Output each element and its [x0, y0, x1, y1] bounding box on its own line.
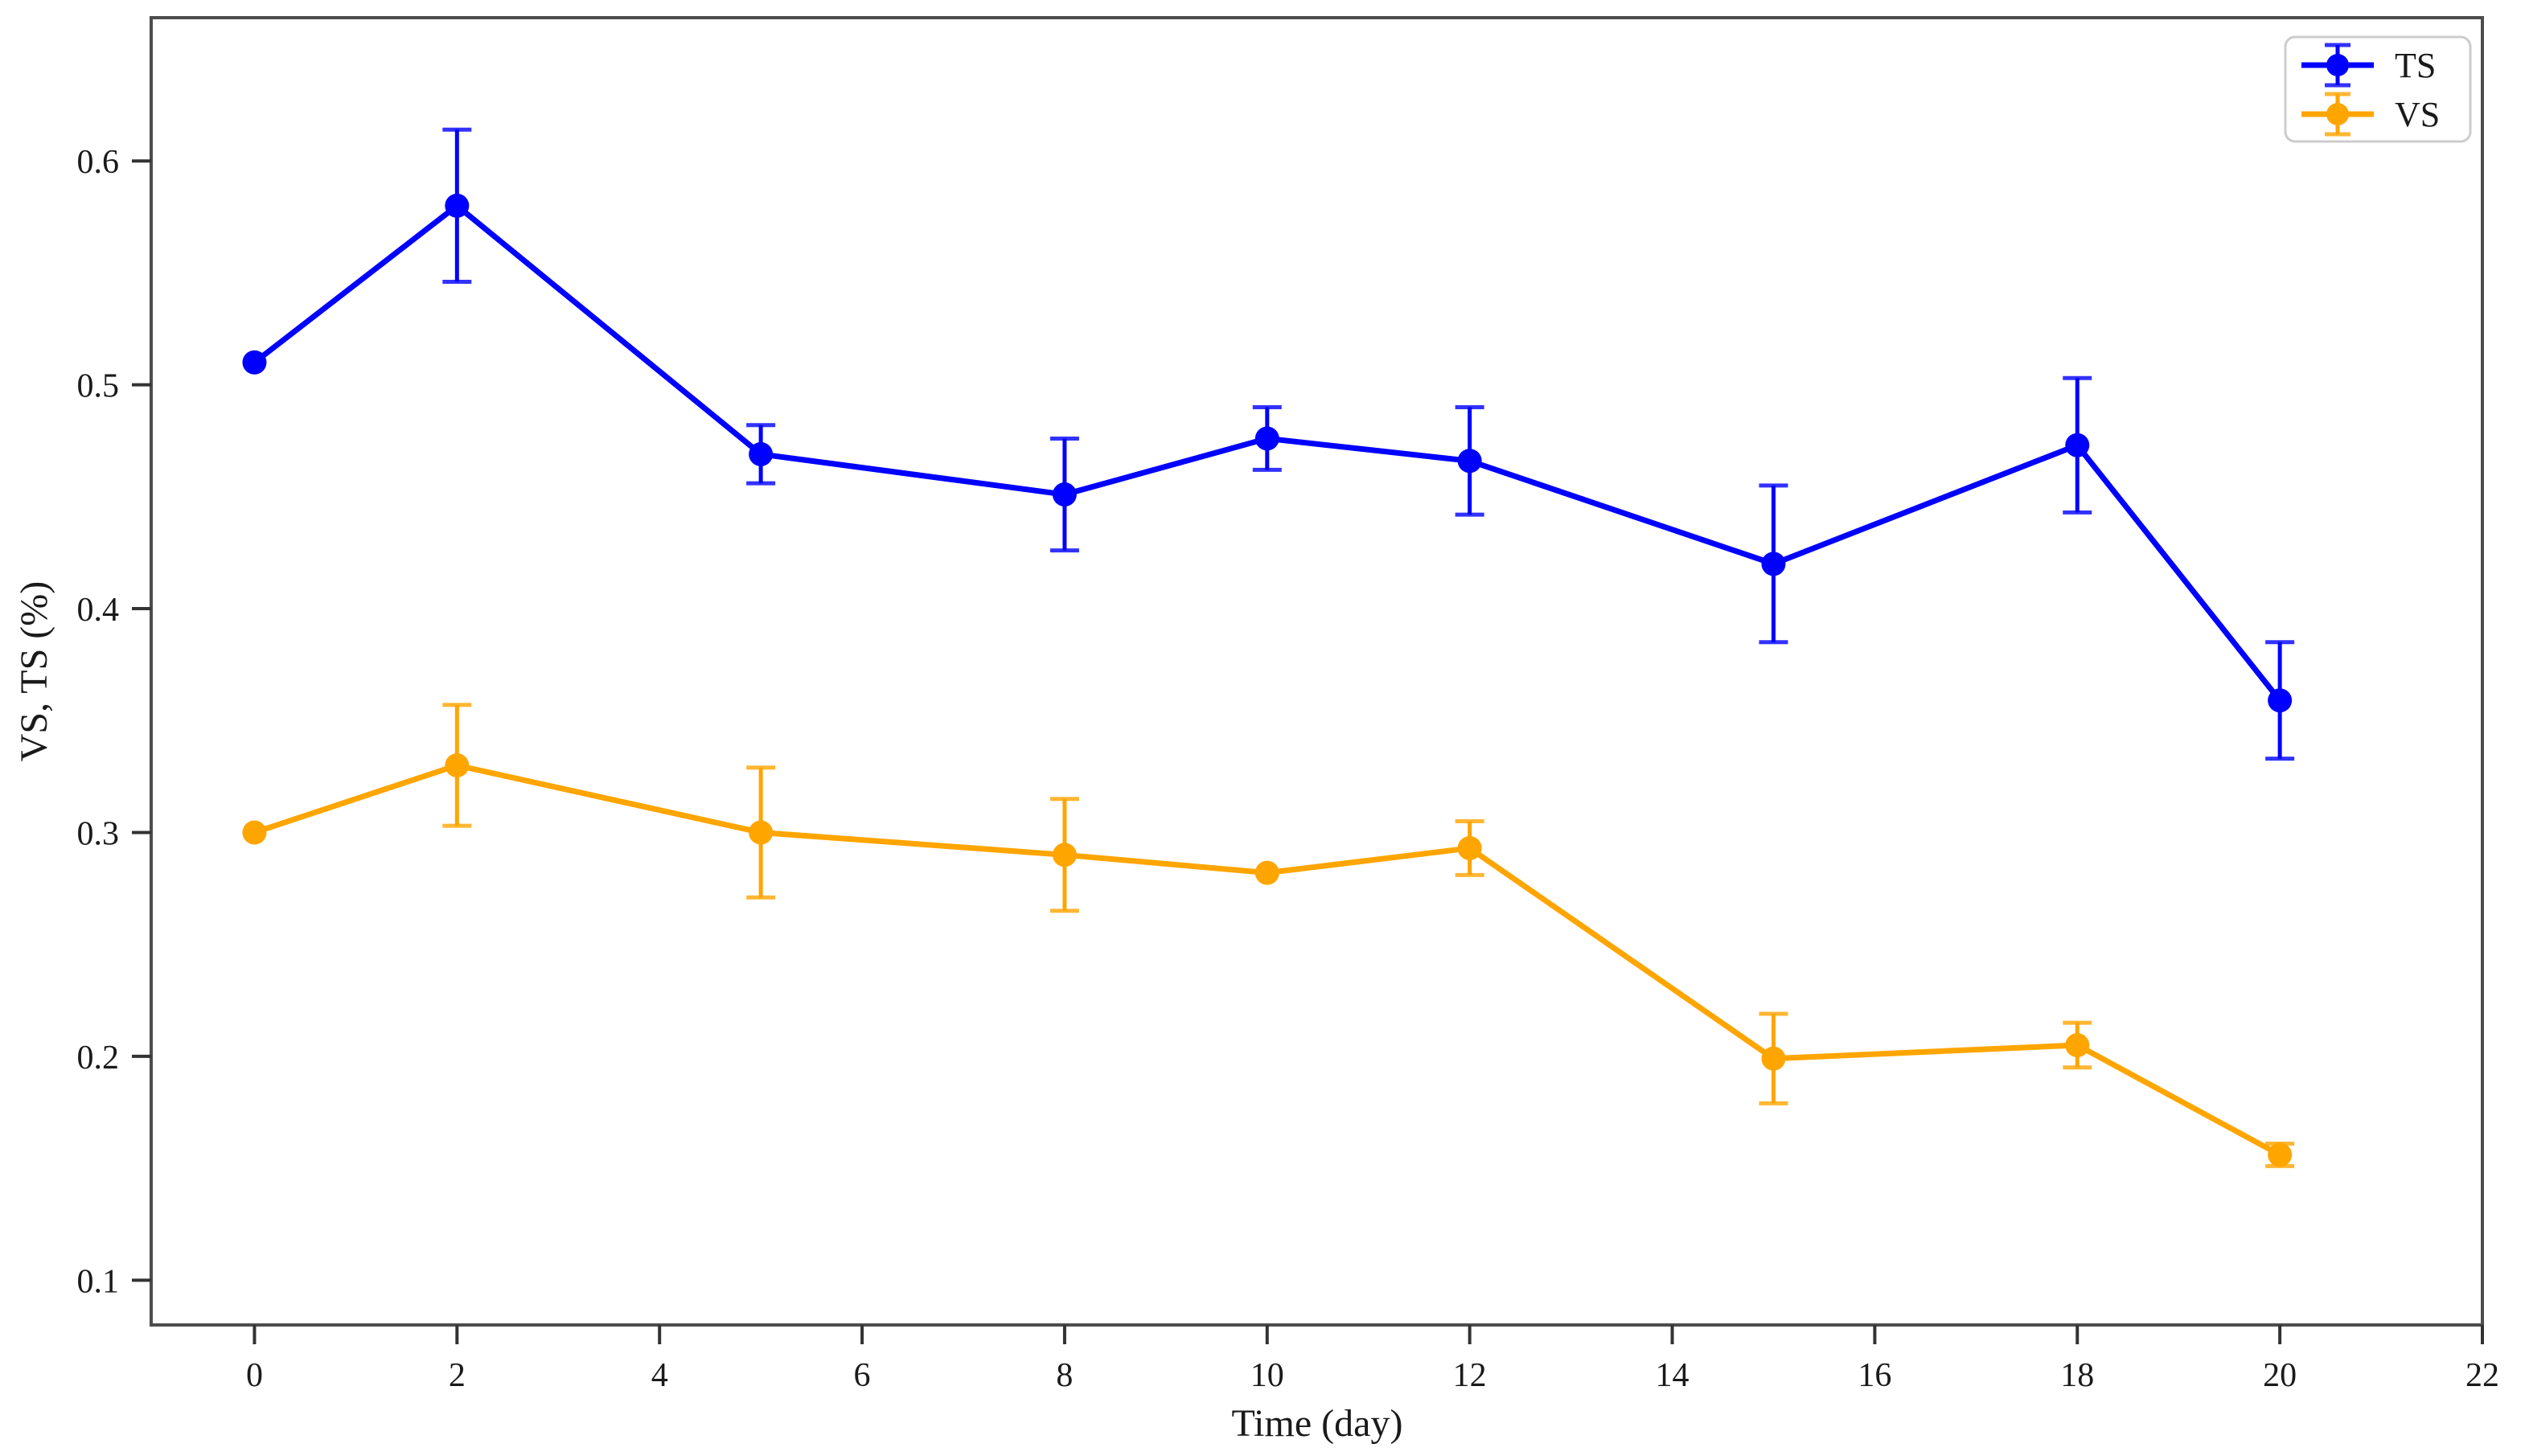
- data-point-vs-day10: [1254, 860, 1279, 885]
- y-tick-label: 0.1: [77, 1263, 120, 1300]
- data-point-vs-day2: [445, 753, 470, 777]
- series-line-vs: [253, 762, 2281, 1158]
- y-tick-label: 0.4: [77, 592, 120, 629]
- data-point-vs-day20: [2268, 1142, 2293, 1167]
- plot-area: 0 2 4 6 8 10 12 14 16 18 20 22 0.1 0.2 0.3 0.4 0.5 0.6: [77, 127, 2499, 1394]
- plot-frame: [150, 16, 2484, 1327]
- x-tick-label: 2: [449, 1357, 466, 1394]
- legend-label-ts: TS: [2395, 46, 2436, 85]
- data-point-ts-day10: [1254, 426, 1279, 451]
- data-point-ts-day0: [242, 350, 267, 375]
- x-tick-label: 22: [2465, 1357, 2499, 1394]
- y-tick-label: 0.5: [77, 368, 120, 405]
- data-point-ts-day15: [1761, 552, 1786, 576]
- data-point-ts-day12: [1457, 449, 1482, 474]
- data-point-ts-day8: [1052, 482, 1077, 507]
- legend: TS VS: [2284, 35, 2472, 143]
- x-tick-label: 0: [246, 1357, 263, 1394]
- legend-marker-ts-icon: [2301, 43, 2374, 88]
- data-point-vs-day8: [1052, 843, 1077, 867]
- data-point-vs-day0: [242, 820, 267, 845]
- y-axis-label: VS, TS (%): [13, 581, 55, 761]
- x-tick-label: 18: [2060, 1357, 2094, 1394]
- x-tick-label: 8: [1056, 1357, 1073, 1394]
- x-tick-label: 14: [1656, 1357, 1689, 1394]
- y-tick-label: 0.3: [77, 815, 120, 852]
- x-axis-label: Time (day): [1232, 1402, 1403, 1445]
- legend-label-vs: VS: [2395, 95, 2440, 134]
- x-tick-label: 6: [854, 1357, 871, 1394]
- legend-box: [2284, 35, 2472, 143]
- data-point-ts-day5: [749, 441, 774, 466]
- data-point-vs-day18: [2065, 1032, 2090, 1057]
- x-tick-label: 4: [651, 1357, 668, 1394]
- x-tick-label: 12: [1453, 1357, 1487, 1394]
- y-tick-label: 0.6: [77, 144, 120, 181]
- x-tick-label: 16: [1858, 1357, 1891, 1394]
- y-tick-label: 0.2: [77, 1040, 120, 1077]
- data-point-vs-day5: [749, 820, 774, 845]
- data-point-vs-day15: [1761, 1046, 1786, 1071]
- data-point-vs-day12: [1457, 835, 1482, 860]
- x-tick-label: 20: [2263, 1357, 2297, 1394]
- data-point-ts-day18: [2065, 433, 2090, 457]
- x-tick-label: 10: [1250, 1357, 1284, 1394]
- data-point-ts-day2: [445, 193, 470, 218]
- legend-marker-vs-icon: [2301, 92, 2374, 137]
- data-point-ts-day20: [2268, 688, 2293, 713]
